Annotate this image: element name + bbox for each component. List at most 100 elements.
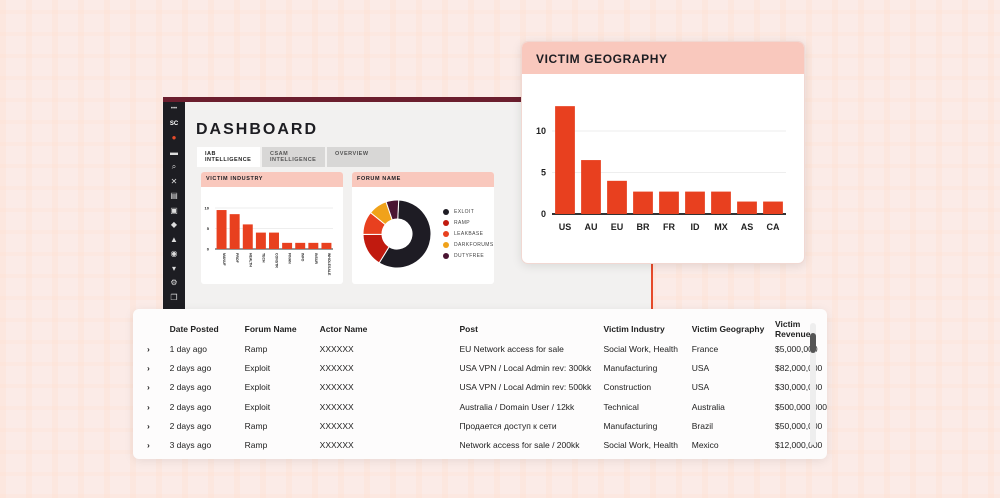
table-cell: France [691, 343, 719, 354]
tab-overview[interactable]: OVERVIEW [327, 147, 390, 167]
expand-chevron-icon[interactable]: › [147, 420, 150, 431]
table-row[interactable]: › 2 days ago Ramp XXXXXX Продается доступ к … [143, 416, 827, 435]
table-cell: $30,000,000 [775, 382, 823, 393]
compass-icon[interactable]: ● [171, 133, 177, 142]
expand-chevron-icon[interactable]: › [147, 343, 150, 354]
table-cell: 1 day ago [169, 343, 207, 354]
tab-csam-intelligence[interactable]: CSAM INTELLIGENCE [262, 147, 325, 167]
table-row[interactable]: › 2 days ago Exploit XXXXXX USA VPN / Local … [143, 358, 827, 377]
bar-id [685, 191, 705, 214]
sidebar: ••• SC ● ▬ ⌕ ✕ ▤ ▣ ◆ ▲ ◉ ▾ ⚙ ❐ [163, 102, 185, 315]
bar-as [737, 201, 757, 214]
bar-mx [711, 191, 731, 214]
table-cell: XXXXXX [319, 401, 354, 412]
card-title: FORUM NAME [352, 172, 494, 187]
bar-insur [308, 242, 319, 249]
table-cell: Manufacturing [603, 420, 658, 431]
settings-icon[interactable]: ⚙ [170, 278, 178, 287]
diamond-icon[interactable]: ◆ [170, 220, 178, 229]
x-tick-label: CONSTR [275, 253, 279, 268]
table-cell: 2 days ago [169, 401, 212, 412]
table-cell: USA VPN / Local Admin rev: 500kk [459, 382, 592, 393]
table-cell: USA [691, 362, 710, 373]
table-cell: 2 days ago [169, 362, 212, 373]
search-icon[interactable]: ⌕ [171, 162, 177, 171]
legend-label: RAMP [454, 219, 471, 226]
forum-donut-chart [362, 199, 432, 269]
table-cell: $50,000,000 [775, 420, 823, 431]
victim-geography-card: VICTIM GEOGRAPHY 0 5 10 US AU EU BR FR ID MX AS CA [521, 41, 805, 264]
table-row[interactable]: › 2 days ago Exploit XXXXXX Australia / Doma… [143, 397, 827, 416]
bar-ca [763, 201, 783, 214]
x-tick-label: MX [714, 222, 728, 232]
column-header[interactable]: Victim Revenue [775, 319, 811, 339]
table-cell: Manufacturing [603, 362, 658, 373]
legend-swatch [443, 241, 449, 248]
victim-industry-card: VICTIM INDUSTRY 0 5 10 MANUF PROF HEALTH TECH C… [201, 172, 343, 284]
legend-swatch [443, 252, 449, 259]
table-row[interactable]: › 2 days ago Exploit XXXXXX USA VPN / Local … [143, 378, 827, 397]
posts-table-panel: Date Posted Forum Name Actor Name Post Victi… [133, 309, 827, 459]
x-tick-label: MANUF [222, 253, 226, 266]
table-cell: Ramp [244, 420, 268, 431]
book-icon[interactable]: ▤ [170, 191, 178, 200]
cart-icon[interactable]: ▾ [171, 263, 176, 273]
table-row[interactable]: › 1 day ago Ramp XXXXXX EU Network access fo… [143, 339, 827, 358]
column-header[interactable]: Actor Name [319, 324, 368, 334]
folder-icon[interactable]: ▬ [170, 147, 178, 157]
expand-chevron-icon[interactable]: › [147, 440, 150, 451]
victim-geography-chart: 0 5 10 US AU EU BR FR ID MX AS CA [536, 106, 786, 232]
lock-icon[interactable]: ▲ [170, 234, 178, 244]
table-cell: Ramp [244, 440, 268, 451]
column-header[interactable]: Forum Name [244, 324, 297, 334]
column-header[interactable]: Victim Industry [603, 324, 665, 334]
table-cell: USA VPN / Local Admin rev: 300kk [459, 362, 592, 373]
copy-icon[interactable]: ❐ [170, 292, 178, 302]
scrollbar[interactable] [810, 323, 816, 445]
legend-swatch [443, 230, 449, 237]
legend-swatch [443, 219, 449, 226]
table-cell: $12,000,000 [775, 440, 823, 451]
page-title: DASHBOARD [196, 121, 318, 138]
table-row[interactable]: › 3 days ago Ramp XXXXXX Network access for … [143, 435, 827, 454]
legend-item: DARKFORUMS [443, 239, 494, 250]
slice-exloit [378, 199, 432, 269]
column-header[interactable]: Post [459, 324, 478, 334]
tools-icon[interactable]: ✕ [170, 176, 178, 186]
legend-label: DUTYFREE [454, 252, 485, 259]
forum-name-card: FORUM NAME EXLOIT RAMP LEAKBASE DARKFORUMS D… [352, 172, 494, 284]
column-header[interactable]: Victim Geography [691, 324, 765, 334]
expand-chevron-icon[interactable]: › [147, 382, 150, 393]
legend-label: LEAKBASE [454, 230, 484, 237]
table-cell: Social Work, Health [603, 343, 678, 354]
table-cell: EU Network access for sale [459, 343, 564, 354]
table-cell: XXXXXX [319, 362, 354, 373]
scroll-thumb[interactable] [810, 333, 816, 353]
x-tick-label: AU [585, 222, 598, 232]
table-cell: Продается доступ к сети [459, 420, 557, 431]
victim-industry-chart: 0 5 10 MANUF PROF HEALTH TECH CONSTR FINAN INFO IN… [205, 205, 333, 276]
legend: EXLOIT RAMP LEAKBASE DARKFORUMS DUTYFREE [443, 206, 494, 261]
x-tick-label: FR [663, 222, 675, 232]
x-tick-label: EU [611, 222, 624, 232]
legend-swatch [443, 208, 449, 215]
table-cell: 2 days ago [169, 420, 212, 431]
table-cell: Technical [603, 401, 639, 412]
table-cell: XXXXXX [319, 440, 354, 451]
table-header: Date Posted Forum Name Actor Name Post Victi… [143, 319, 827, 339]
x-tick-label: HEALTH [248, 253, 252, 267]
expand-chevron-icon[interactable]: › [147, 362, 150, 373]
table-cell: XXXXXX [319, 420, 354, 431]
tab-iab-intelligence[interactable]: IAB INTELLIGENCE [197, 147, 260, 167]
table-cell: Mexico [691, 440, 719, 451]
slice-dutyfree [385, 199, 400, 221]
bar-au [581, 160, 601, 214]
logo: SC [169, 120, 179, 127]
column-header[interactable]: Date Posted [169, 324, 219, 334]
table-cell: $82,000,000 [775, 362, 823, 373]
chat-icon[interactable]: ◉ [170, 249, 178, 258]
card-title: VICTIM GEOGRAPHY [522, 42, 804, 74]
expand-chevron-icon[interactable]: › [147, 401, 150, 412]
inbox-icon[interactable]: ▣ [170, 205, 178, 215]
x-tick-label: INFO [301, 253, 305, 262]
